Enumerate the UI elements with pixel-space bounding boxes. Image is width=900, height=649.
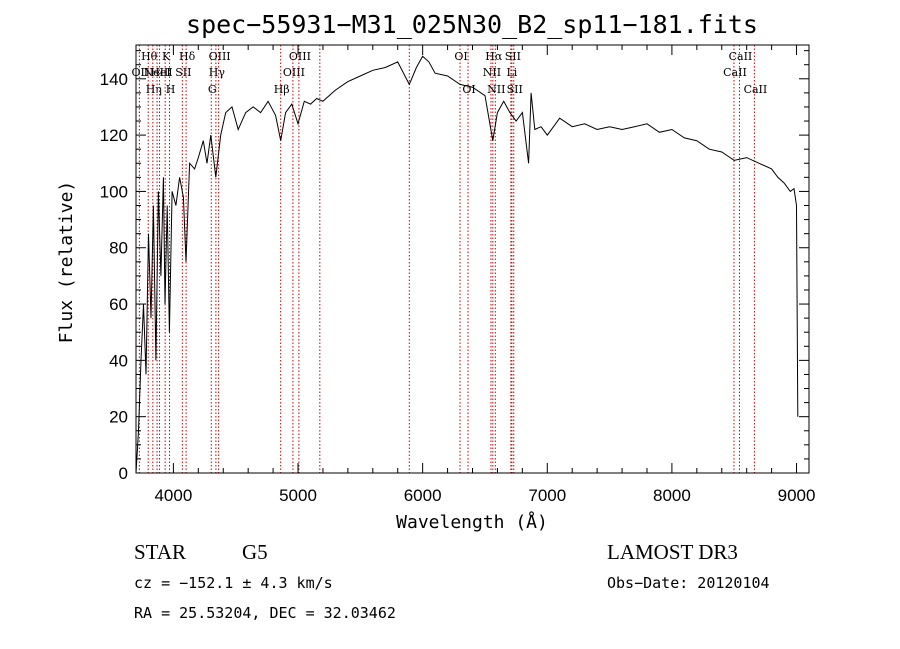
- line-marker-label: Li: [506, 66, 517, 79]
- observation-date: Obs−Date: 20120104: [607, 574, 770, 592]
- y-tick-label: 20: [109, 408, 128, 427]
- line-marker-label: SII: [175, 66, 191, 79]
- line-marker-label: NII: [483, 66, 501, 79]
- x-axis-label: Wavelength (Å): [396, 511, 548, 533]
- y-tick-label: 140: [100, 70, 128, 89]
- line-marker-label: NeIII: [143, 66, 172, 79]
- line-marker-label: CaII: [723, 66, 747, 79]
- x-tick-label: 8000: [653, 486, 691, 505]
- x-tick-label: 4000: [154, 486, 192, 505]
- y-axis-label: Flux (relative): [56, 181, 77, 344]
- line-marker-label: Hβ: [274, 83, 290, 96]
- y-tick-label: 0: [119, 464, 128, 483]
- line-marker-label: G: [208, 83, 217, 96]
- y-tick-label: 80: [109, 239, 128, 258]
- line-marker-label: OIII: [289, 50, 311, 63]
- y-tick-label: 120: [100, 126, 128, 145]
- y-tick-label: 60: [109, 295, 128, 314]
- line-marker-label: NII: [487, 83, 505, 96]
- y-axis: 0 20 40 60 80 100 120 140: [100, 50, 809, 483]
- chart-title: spec−55931−M31_025N30_B2_sp11−181.fits: [186, 10, 758, 39]
- line-marker-label: SII: [505, 50, 521, 63]
- line-marker-label: OIII: [209, 50, 231, 63]
- line-marker-label: Hδ: [179, 50, 196, 63]
- coordinates: RA = 25.53204, DEC = 32.03462: [134, 604, 396, 622]
- axes-frame: [135, 44, 810, 474]
- line-marker-label: SII: [507, 83, 523, 96]
- line-marker-label: Hγ: [209, 66, 226, 79]
- x-axis: 4000 5000 6000 7000 8000 9000: [154, 45, 815, 505]
- line-marker-label: CaII: [729, 50, 753, 63]
- line-marker-label: OIII: [283, 66, 305, 79]
- x-tick-label: 5000: [279, 486, 317, 505]
- x-tick-label: 6000: [404, 486, 442, 505]
- survey-name: LAMOST DR3: [607, 540, 738, 564]
- x-tick-label: 7000: [528, 486, 566, 505]
- line-marker-label: OI: [454, 50, 467, 63]
- object-class: STAR: [134, 540, 186, 564]
- line-marker-label: H: [166, 83, 176, 96]
- line-marker-label: Hα: [485, 50, 503, 63]
- spectral-subclass: G5: [242, 540, 268, 564]
- line-marker-label: CaII: [744, 83, 768, 96]
- y-tick-label: 40: [109, 351, 128, 370]
- redshift-value: cz = −152.1 ± 4.3 km/s: [134, 574, 333, 592]
- line-marker-label: OI: [462, 83, 475, 96]
- y-tick-label: 100: [100, 182, 128, 201]
- x-tick-label: 9000: [778, 486, 816, 505]
- line-marker-label: Hθ: [141, 50, 158, 63]
- line-marker-label: HeI: [150, 66, 170, 79]
- line-marker-label: K: [162, 50, 171, 63]
- line-marker-label: Hη: [146, 83, 162, 96]
- spectrum-line: [135, 55, 799, 474]
